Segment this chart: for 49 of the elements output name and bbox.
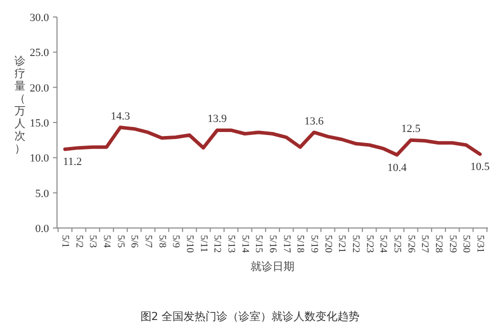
x-tick-label: 5/12	[212, 235, 223, 253]
x-tick-label: 5/26	[405, 235, 416, 253]
x-tick-label: 5/16	[267, 235, 278, 253]
x-tick-label: 5/21	[336, 235, 348, 253]
x-tick-label: 5/15	[253, 235, 264, 253]
data-label: 13.9	[208, 113, 228, 126]
x-tick-label: 5/25	[392, 235, 402, 253]
data-label: 14.3	[110, 110, 130, 122]
data-label: 10.4	[387, 162, 408, 174]
x-tick-label: 5/11	[198, 235, 209, 252]
x-tick-label: 5/13	[226, 235, 236, 253]
y-tick-label: 0.0	[35, 223, 50, 235]
x-tick-label: 5/17	[280, 235, 292, 253]
x-tick-label: 5/18	[294, 235, 306, 253]
data-label: 12.5	[401, 123, 421, 136]
x-tick-label: 5/8	[156, 235, 168, 248]
x-tick-label: 5/22	[350, 235, 361, 253]
x-tick-label: 5/24	[378, 235, 389, 253]
y-tick-label: 20.0	[30, 82, 50, 94]
x-tick-label: 5/9	[170, 235, 182, 248]
x-tick-label: 5/27	[419, 235, 430, 253]
data-label: 13.6	[304, 115, 324, 128]
caption: 图2 全国发热门诊（诊室）就诊人数变化趋势	[140, 310, 360, 323]
line-series	[63, 126, 482, 157]
x-tick-label: 5/30	[460, 235, 472, 253]
y-tick-label: 5.0	[35, 188, 50, 200]
x-tick-label: 5/20	[322, 235, 334, 253]
x-tick-label: 5/29	[446, 235, 458, 253]
x-tick-label: 5/7	[142, 235, 154, 248]
x-tick-label: 5/10	[184, 235, 195, 253]
y-tick-label: 25.0	[30, 47, 50, 60]
x-tick-label: 5/31	[474, 235, 486, 253]
x-tick-label: 5/19	[308, 235, 320, 253]
x-tick-label: 5/6	[128, 235, 140, 248]
x-tick-label: 5/1	[60, 235, 70, 248]
y-tick-label: 30.0	[30, 12, 50, 24]
y-tick-label: 10.0	[30, 152, 50, 165]
y-axis-title: 诊疗量（万人次）	[14, 54, 26, 155]
x-tick-label: 5/14	[239, 235, 250, 253]
x-tick-label: 5/5	[114, 235, 126, 248]
data-label: 10.5	[470, 161, 490, 174]
x-tick-label: 5/28	[433, 235, 444, 253]
x-tick-label: 5/3	[87, 235, 98, 248]
x-axis-title: 就诊日期	[250, 260, 294, 273]
x-tick-label: 5/2	[73, 235, 84, 248]
x-tick-label: 5/23	[364, 235, 375, 253]
x-tick-label: 5/4	[101, 235, 112, 248]
data-label: 11.2	[63, 156, 82, 168]
y-tick-label: 15.0	[30, 118, 50, 130]
